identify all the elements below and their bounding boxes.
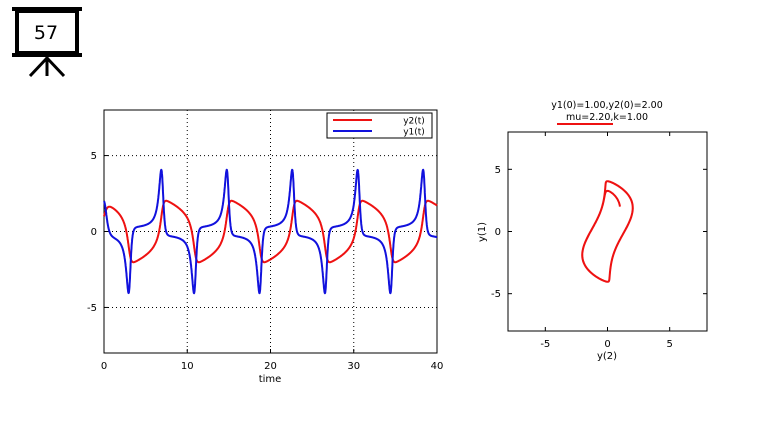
x-tick-label: 30	[347, 361, 360, 372]
legend: y2(t) y1(t)	[326, 112, 433, 139]
phase-title: y1(0)=1.00,y2(0)=2.00	[551, 100, 663, 111]
phase-portrait-plot: y1(0)=1.00,y2(0)=2.00 mu=2.20,k=1.00 -5 0…	[477, 100, 708, 362]
x-tick-label: 10	[181, 361, 194, 372]
y-tick-label: 0	[495, 227, 501, 238]
y-axis-label: y(1)	[477, 222, 488, 242]
phase-subtitle: mu=2.20,k=1.00	[566, 112, 648, 123]
x-tick-label: 20	[264, 361, 277, 372]
y-tick-label: 0	[91, 227, 97, 238]
x-axis-label: time	[259, 374, 282, 385]
legend-label-y1: y1(t)	[403, 128, 425, 138]
y-tick-label: -5	[491, 289, 501, 300]
presentation-board-icon	[12, 7, 82, 78]
x-tick-label: 40	[431, 361, 444, 372]
x-tick-label: 0	[604, 339, 610, 350]
legend-label-y2: y2(t)	[403, 117, 425, 127]
y-tick-label: 5	[91, 151, 97, 162]
phase-curve	[581, 180, 634, 283]
plot-frame	[507, 131, 708, 332]
x-axis-label: y(2)	[597, 351, 617, 362]
series-line-y2	[103, 199, 438, 264]
time-series-plot: 0 10 20 30 40 -5 0 5 time y2(t) y1(t)	[87, 109, 444, 385]
x-tick-label: -5	[540, 339, 550, 350]
x-tick-label: 0	[101, 361, 107, 372]
slide-number: 57	[33, 22, 59, 44]
series-line-y1	[103, 168, 438, 295]
y-tick-label: 5	[495, 165, 501, 176]
x-tick-label: 5	[667, 339, 673, 350]
y-tick-label: -5	[87, 303, 97, 314]
